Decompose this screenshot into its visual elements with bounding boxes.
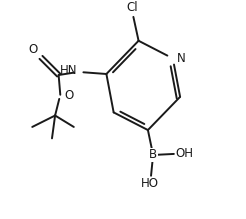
Text: HO: HO xyxy=(141,177,159,190)
Text: O: O xyxy=(65,89,74,102)
Text: N: N xyxy=(177,52,185,65)
Text: O: O xyxy=(29,43,38,56)
Text: B: B xyxy=(149,148,157,161)
Text: OH: OH xyxy=(175,147,193,161)
Text: Cl: Cl xyxy=(126,1,138,14)
Text: HN: HN xyxy=(60,64,77,77)
